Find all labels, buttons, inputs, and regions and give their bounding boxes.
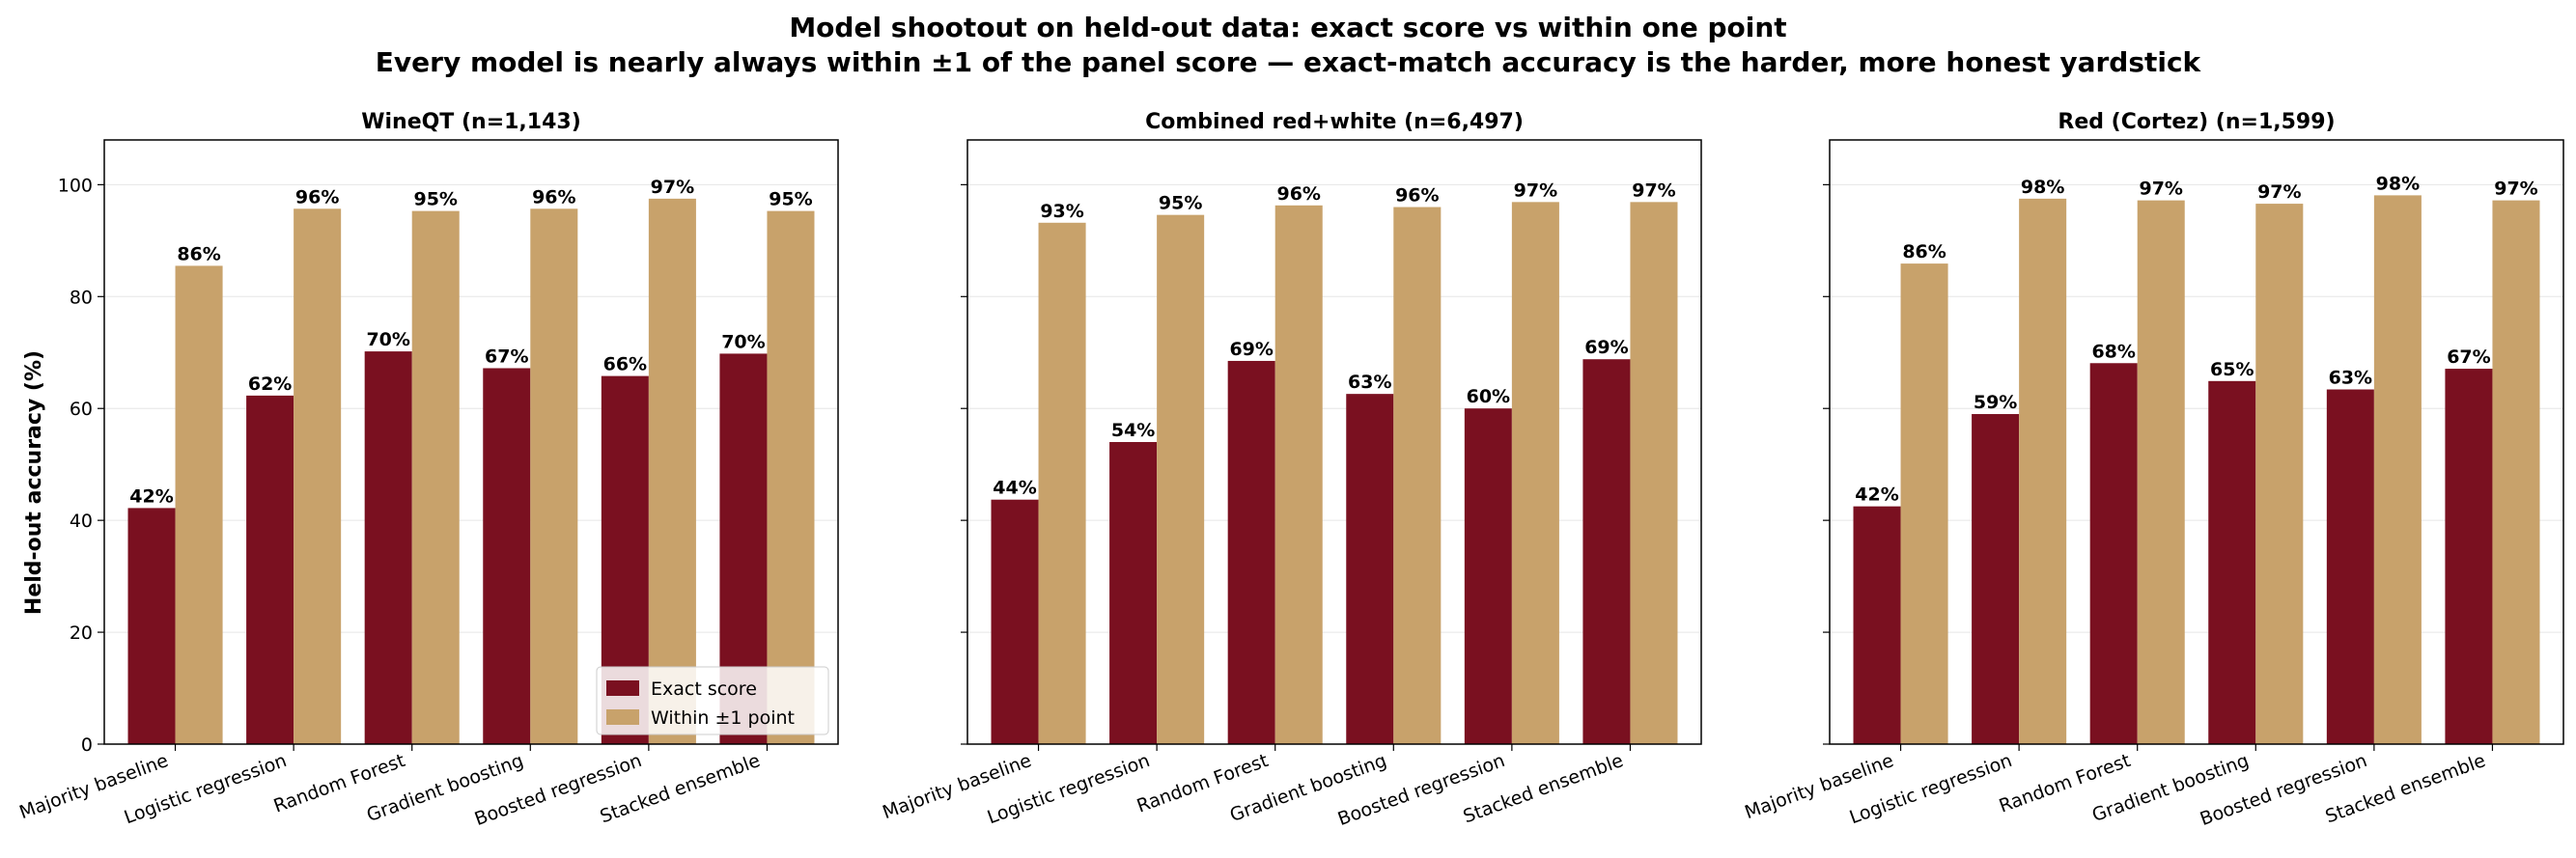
figure-title: Model shootout on held-out data: exact s… [789, 12, 1786, 43]
bar-within [2373, 195, 2422, 745]
bar-within [411, 210, 460, 744]
y-tick-label: 80 [70, 287, 93, 308]
bar-exact [1853, 506, 1901, 744]
data-label: 98% [2021, 177, 2064, 198]
data-label: 97% [2139, 179, 2182, 200]
data-label: 86% [1902, 241, 1946, 263]
bar-exact [1464, 408, 1512, 744]
plot-frame [966, 139, 1702, 745]
bar-exact [1346, 394, 1394, 744]
bar-within [1274, 205, 1323, 745]
data-label: 63% [2329, 368, 2372, 389]
data-label: 93% [1040, 201, 1083, 222]
bar-exact [1582, 359, 1631, 744]
bar-exact [1109, 442, 1158, 744]
plot-frame [1829, 139, 2564, 745]
legend: Exact score Within ±1 point [596, 666, 829, 735]
legend-label: Exact score [651, 678, 757, 700]
bar-exact [364, 351, 412, 744]
data-label: 96% [1276, 183, 1320, 205]
data-label: 86% [177, 243, 220, 264]
bar-exact [483, 368, 531, 744]
bar-within [530, 208, 578, 745]
data-label: 54% [1111, 420, 1155, 441]
data-label: 44% [993, 478, 1036, 499]
data-label: 98% [2376, 173, 2420, 194]
data-label: 95% [413, 189, 457, 210]
bar-within [648, 198, 696, 745]
panel-title: Combined red+white (n=6,497) [1145, 110, 1524, 134]
bar-within [1900, 263, 1948, 744]
bar-within [2137, 200, 2185, 745]
bar-exact [2089, 363, 2138, 744]
data-label: 69% [1584, 337, 1628, 358]
data-label: 68% [2091, 341, 2135, 362]
bar-within [2492, 200, 2540, 745]
bar-exact [991, 499, 1039, 744]
bar-exact [1972, 414, 2020, 744]
data-label: 67% [2447, 346, 2490, 368]
bar-within [767, 210, 815, 744]
y-tick-label: 100 [58, 175, 93, 196]
data-label: 70% [721, 331, 765, 352]
data-label: 96% [532, 186, 575, 208]
plot-frame [103, 139, 839, 745]
data-label: 60% [1467, 386, 1510, 407]
data-label: 97% [1514, 180, 1557, 201]
bar-within [2255, 204, 2304, 745]
data-label: 96% [295, 186, 339, 208]
data-label: 97% [1632, 180, 1675, 201]
y-tick-label: 40 [70, 511, 93, 532]
bar-within [1511, 202, 1559, 745]
bar-within [1038, 222, 1086, 745]
bar-exact [246, 395, 294, 744]
legend-label: Within ±1 point [651, 707, 795, 729]
data-label: 65% [2210, 359, 2254, 380]
bar-within [175, 265, 223, 744]
legend-swatch [606, 709, 639, 725]
data-label: 95% [1159, 193, 1202, 214]
data-label: 67% [485, 346, 528, 367]
data-label: 66% [603, 354, 647, 375]
data-label: 59% [1974, 392, 2017, 413]
figure-subtitle: Every model is nearly always within ±1 o… [376, 46, 2202, 78]
legend-swatch [606, 680, 639, 696]
bar-within [294, 208, 342, 745]
legend-box [596, 666, 829, 735]
bar-exact [127, 508, 176, 744]
bar-exact [2445, 369, 2493, 744]
data-label: 97% [2257, 181, 2301, 203]
data-label: 69% [1229, 339, 1273, 360]
data-label: 70% [366, 329, 409, 350]
data-label: 42% [129, 485, 173, 507]
bar-exact [1227, 360, 1275, 744]
panel-title: Red (Cortez) (n=1,599) [2058, 110, 2335, 134]
bar-exact [2326, 389, 2374, 744]
bar-within [1157, 214, 1205, 745]
data-label: 97% [2494, 179, 2537, 200]
data-label: 42% [1855, 484, 1898, 506]
y-tick-label: 60 [70, 399, 93, 420]
y-tick-label: 20 [70, 623, 93, 644]
bar-within [1393, 207, 1442, 745]
data-label: 95% [769, 189, 812, 210]
y-tick-label: 0 [81, 734, 93, 756]
panel-title: WineQT (n=1,143) [361, 110, 581, 134]
data-label: 63% [1348, 372, 1391, 393]
bar-exact [2208, 380, 2256, 744]
bar-within [2019, 198, 2067, 745]
bar-within [1630, 202, 1678, 745]
data-label: 96% [1395, 185, 1439, 207]
y-axis-label: Held-out accuracy (%) [22, 350, 46, 615]
data-label: 97% [651, 177, 694, 198]
data-label: 62% [248, 374, 292, 395]
